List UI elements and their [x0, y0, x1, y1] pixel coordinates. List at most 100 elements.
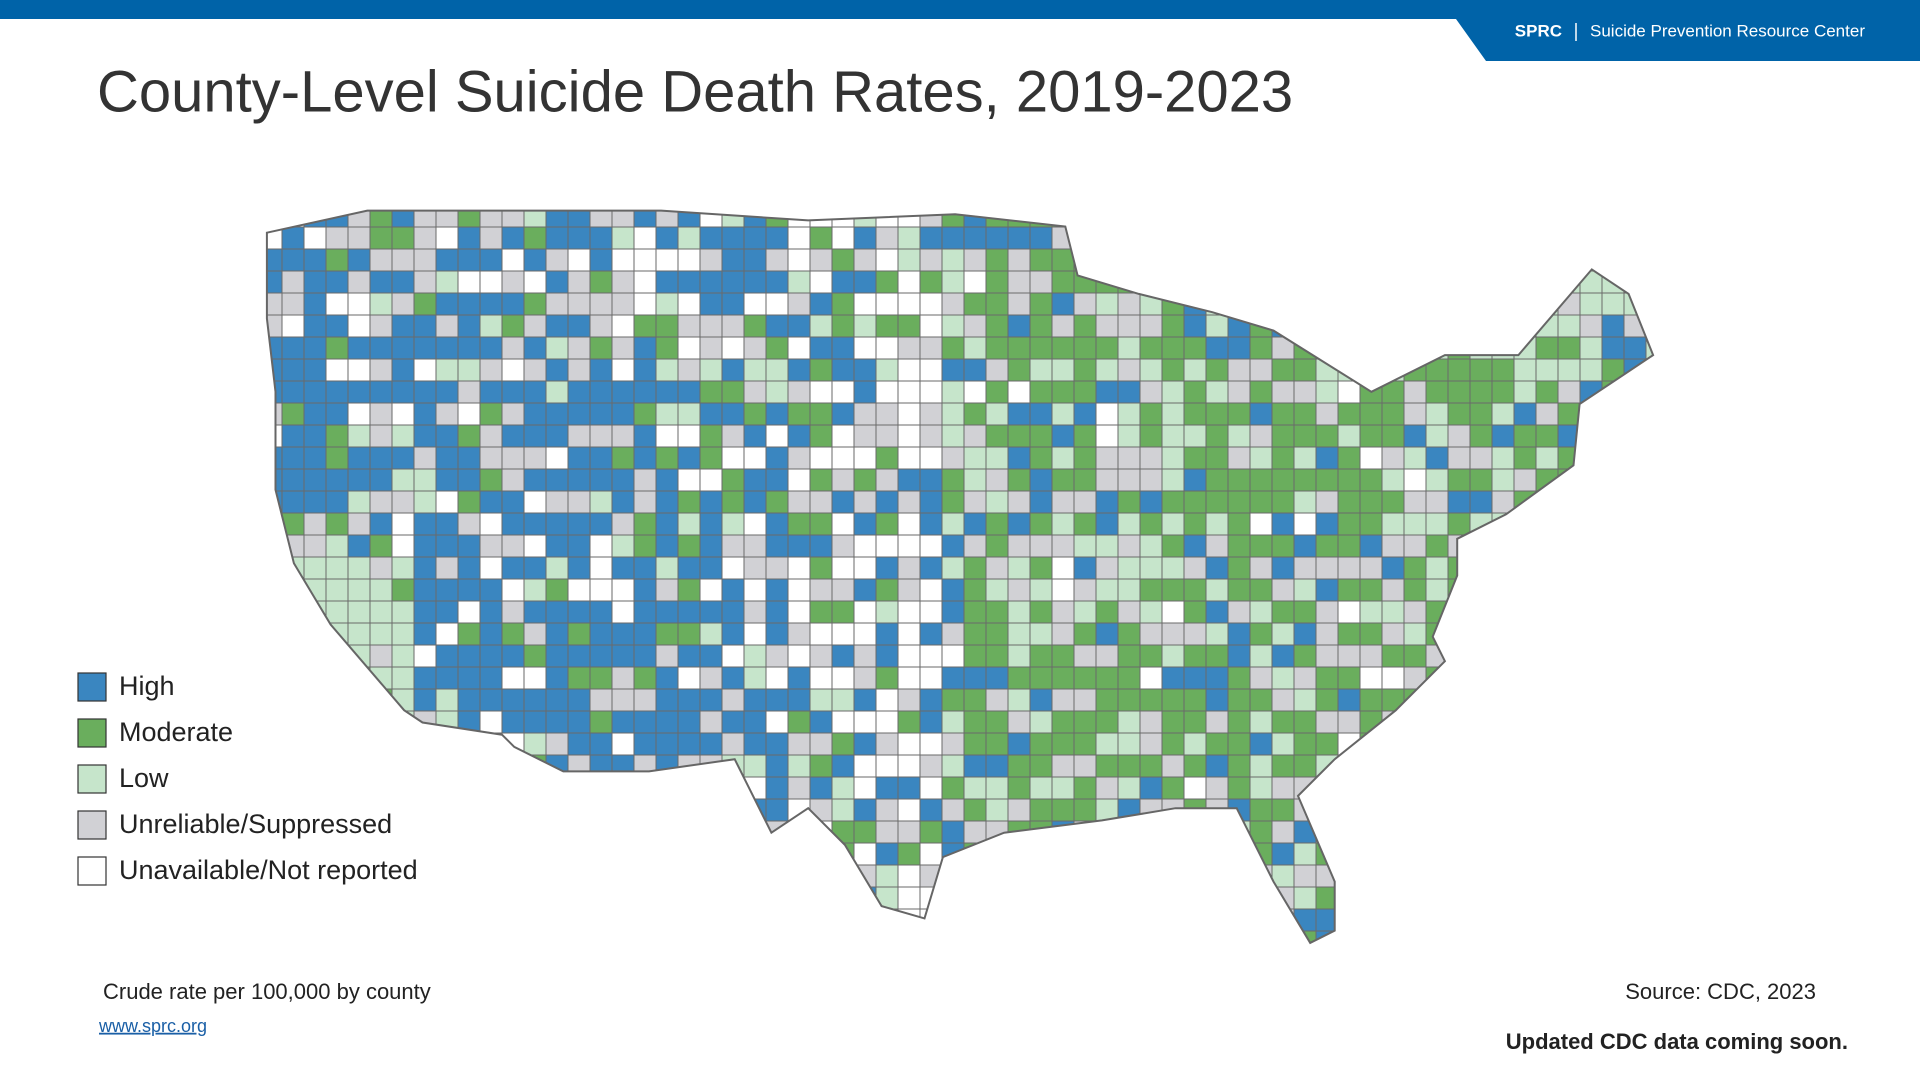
- county-tile: [1337, 666, 1361, 690]
- county-tile: [1535, 336, 1559, 360]
- county-tile: [1359, 864, 1383, 888]
- county-tile: [831, 688, 855, 712]
- county-tile: [266, 402, 283, 426]
- county-tile: [303, 534, 327, 558]
- county-tile: [1227, 688, 1251, 712]
- county-tile: [941, 358, 965, 382]
- county-tile: [1381, 556, 1405, 580]
- county-tile: [413, 402, 437, 426]
- county-tile: [1535, 600, 1559, 624]
- county-tile: [1469, 578, 1493, 602]
- county-tile: [1337, 314, 1361, 338]
- county-tile: [611, 226, 635, 250]
- county-tile: [765, 710, 789, 734]
- county-tile: [523, 468, 547, 492]
- county-tile: [501, 292, 525, 316]
- county-tile: [281, 314, 305, 338]
- county-tile: [1557, 468, 1581, 492]
- county-tile: [435, 864, 459, 888]
- county-tile: [677, 666, 701, 690]
- county-tile: [479, 534, 503, 558]
- county-tile: [963, 710, 987, 734]
- county-tile: [1557, 534, 1581, 558]
- county-tile: [831, 424, 855, 448]
- county-tile: [1469, 270, 1493, 294]
- county-tile: [1447, 600, 1471, 624]
- county-tile: [413, 446, 437, 470]
- county-tile: [545, 468, 569, 492]
- county-tile: [897, 622, 921, 646]
- county-tile: [1271, 710, 1295, 734]
- county-tile: [743, 556, 767, 580]
- county-tile: [699, 402, 723, 426]
- county-tile: [1403, 666, 1427, 690]
- county-tile: [281, 908, 305, 932]
- link[interactable]: www.sprc.org: [98, 1016, 207, 1036]
- county-tile: [1381, 336, 1405, 360]
- county-tile: [457, 210, 481, 228]
- county-tile: [1359, 446, 1383, 470]
- county-tile: [369, 292, 393, 316]
- county-tile: [1645, 512, 1654, 536]
- county-tile: [853, 578, 877, 602]
- county-tile: [743, 754, 767, 778]
- county-tile: [897, 754, 921, 778]
- county-tile: [1403, 336, 1427, 360]
- county-tile: [963, 820, 987, 844]
- county-tile: [1117, 424, 1141, 448]
- county-tile: [1601, 600, 1625, 624]
- county-tile: [281, 732, 305, 756]
- county-tile: [523, 798, 547, 822]
- county-tile: [611, 864, 635, 888]
- county-tile: [1249, 380, 1273, 404]
- county-tile: [1205, 512, 1229, 536]
- county-tile: [1535, 886, 1559, 910]
- county-tile: [919, 578, 943, 602]
- county-tile: [1051, 710, 1075, 734]
- county-tile: [325, 424, 349, 448]
- county-tile: [1095, 534, 1119, 558]
- county-tile: [1557, 666, 1581, 690]
- county-tile: [567, 314, 591, 338]
- county-tile: [633, 644, 657, 668]
- county-tile: [897, 424, 921, 448]
- county-tile: [721, 710, 745, 734]
- county-tile: [919, 600, 943, 624]
- county-tile: [1381, 446, 1405, 470]
- county-tile: [281, 754, 305, 778]
- county-tile: [853, 776, 877, 800]
- county-tile: [787, 210, 811, 228]
- county-tile: [1117, 820, 1141, 844]
- county-tile: [523, 424, 547, 448]
- county-tile: [1029, 666, 1053, 690]
- county-tile: [787, 270, 811, 294]
- county-tile: [875, 292, 899, 316]
- county-tile: [413, 490, 437, 514]
- county-tile: [655, 732, 679, 756]
- county-tile: [1645, 292, 1654, 316]
- county-tile: [1029, 732, 1053, 756]
- county-tile: [1645, 210, 1654, 228]
- county-tile: [281, 710, 305, 734]
- county-tile: [1601, 534, 1625, 558]
- county-tile: [1073, 314, 1097, 338]
- county-tile: [457, 908, 481, 932]
- county-tile: [963, 688, 987, 712]
- county-tile: [1469, 842, 1493, 866]
- county-tile: [963, 226, 987, 250]
- county-tile: [765, 732, 789, 756]
- county-tile: [1337, 622, 1361, 646]
- county-tile: [303, 314, 327, 338]
- county-tile: [435, 424, 459, 448]
- county-tile: [1447, 248, 1471, 272]
- legend-swatch: [77, 810, 107, 840]
- county-tile: [1315, 380, 1339, 404]
- county-tile: [1249, 468, 1273, 492]
- county-tile: [831, 666, 855, 690]
- county-tile: [567, 248, 591, 272]
- county-tile: [655, 644, 679, 668]
- county-tile: [303, 380, 327, 404]
- county-tile: [523, 600, 547, 624]
- county-tile: [1249, 556, 1273, 580]
- county-tile: [875, 226, 899, 250]
